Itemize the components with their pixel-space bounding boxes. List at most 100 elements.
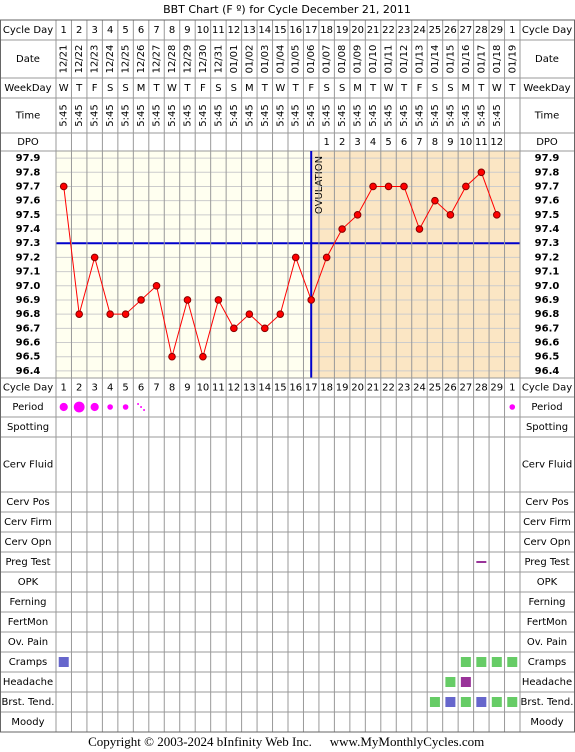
cycle-day-cell: 18 <box>320 383 333 394</box>
weekday-cell: M <box>245 83 254 94</box>
temp-point <box>322 253 331 262</box>
chart-title: BBT Chart (F º) for Cycle December 21, 2… <box>163 3 411 16</box>
cycle-day-cell: 21 <box>367 25 380 36</box>
weekday-cell: W <box>384 83 394 94</box>
row-label: Cerv Opn <box>524 537 571 548</box>
time-cell: 5:45 <box>105 104 116 126</box>
date-cell: 01/04 <box>275 45 286 74</box>
cycle-day-cell: 13 <box>243 25 256 36</box>
cycle-day-cell: 19 <box>336 25 349 36</box>
row-label: DPO <box>536 137 558 148</box>
period-dot <box>107 404 113 410</box>
time-cell: 5:45 <box>167 104 178 126</box>
cycle-day-cell: 4 <box>107 25 113 36</box>
cycle-day-cell: 6 <box>138 25 144 36</box>
date-cell: 12/23 <box>90 45 101 74</box>
cycle-day-cell: 12 <box>227 25 240 36</box>
weekday-cell: M <box>462 83 471 94</box>
date-cell: 12/31 <box>213 45 224 74</box>
weekday-cell: S <box>447 83 453 94</box>
time-cell: 5:45 <box>275 104 286 126</box>
y-tick-label: 97.7 <box>16 181 41 192</box>
dpo-cell: 5 <box>385 137 391 148</box>
y-tick-label: 97.9 <box>16 153 41 164</box>
symptom-mark <box>445 697 456 707</box>
temp-point <box>261 324 269 333</box>
temp-point <box>183 296 192 304</box>
dpo-cell: 8 <box>432 137 438 148</box>
temp-point <box>199 352 207 361</box>
symptom-mark <box>460 657 471 667</box>
date-cell: 01/15 <box>445 45 456 74</box>
cycle-day-cell: 11 <box>212 383 225 394</box>
dpo-cell: 1 <box>323 137 329 148</box>
time-cell: 5:45 <box>182 104 193 126</box>
time-cell: 5:45 <box>414 104 425 126</box>
temp-point <box>400 182 408 191</box>
temp-point <box>137 296 145 304</box>
date-cell: 01/16 <box>461 45 472 74</box>
dpo-cell: 7 <box>416 137 422 148</box>
symptom-mark <box>491 657 502 667</box>
symptom-mark <box>476 697 487 707</box>
time-cell: 5:45 <box>476 104 487 126</box>
row-label: Headache <box>3 677 53 688</box>
weekday-cell: T <box>508 83 516 94</box>
time-cell: 5:45 <box>260 104 271 126</box>
row-label: Cerv Pos <box>6 497 49 508</box>
cycle-day-cell: 15 <box>274 383 287 394</box>
dpo-cell: 6 <box>401 137 407 148</box>
cycle-day-cell: 27 <box>459 383 472 394</box>
period-dot <box>73 401 85 413</box>
date-cell: 01/11 <box>384 45 395 74</box>
y-tick-label: 97.0 <box>535 281 560 292</box>
cycle-day-cell: 17 <box>305 383 318 394</box>
ovulation-label: OVULATION <box>314 156 325 214</box>
weekday-cell: S <box>122 83 128 94</box>
cycle-day-cell: 5 <box>122 25 128 36</box>
dpo-cell: 10 <box>459 137 472 148</box>
temp-point <box>230 324 238 333</box>
cycle-day-cell: 26 <box>444 383 457 394</box>
period-dot <box>90 402 99 412</box>
cycle-day-cell: 17 <box>305 25 318 36</box>
temp-point <box>431 196 439 205</box>
temp-point <box>384 182 393 191</box>
weekday-cell: W <box>59 83 69 94</box>
row-label: Ov. Pain <box>527 637 567 648</box>
time-cell: 5:45 <box>74 104 85 126</box>
time-cell: 5:45 <box>445 104 456 126</box>
cycle-day-cell: 14 <box>258 383 271 394</box>
weekday-cell: T <box>75 83 83 94</box>
cycle-day-cell: 10 <box>197 25 210 36</box>
cycle-day-cell: 27 <box>459 25 472 36</box>
row-label: Brst. Tend. <box>2 697 55 708</box>
cycle-day-cell: 20 <box>351 25 364 36</box>
copyright: Copyright © 2003-2024 bInfinity Web Inc. <box>88 734 312 749</box>
temp-point <box>291 253 300 262</box>
date-cell: 01/01 <box>229 45 240 74</box>
cycle-day-cell: 28 <box>475 25 488 36</box>
time-cell: 5:45 <box>461 104 472 126</box>
y-tick-label: 97.5 <box>535 210 560 221</box>
cycle-day-cell: 29 <box>490 383 503 394</box>
y-tick-label: 96.8 <box>535 309 560 320</box>
row-label: Ferning <box>9 597 46 608</box>
period-spot <box>140 406 143 408</box>
weekday-cell: F <box>417 83 423 94</box>
date-cell: 01/06 <box>306 45 317 74</box>
row-label: Ov. Pain <box>8 637 48 648</box>
row-label: Preg Test <box>524 557 569 568</box>
cycle-day-cell: 22 <box>382 25 395 36</box>
period-spot <box>143 409 146 411</box>
dpo-cell: 3 <box>354 137 360 148</box>
date-cell: 12/28 <box>167 45 178 74</box>
cycle-day-cell: 26 <box>444 25 457 36</box>
y-tick-label: 96.4 <box>16 366 41 377</box>
cycle-day-cell: 8 <box>169 25 175 36</box>
temp-point <box>307 296 316 304</box>
row-label: Cycle Day <box>522 383 572 394</box>
time-cell: 5:45 <box>492 104 503 126</box>
symptom-mark <box>491 697 502 707</box>
cycle-day-cell: 21 <box>367 383 380 394</box>
